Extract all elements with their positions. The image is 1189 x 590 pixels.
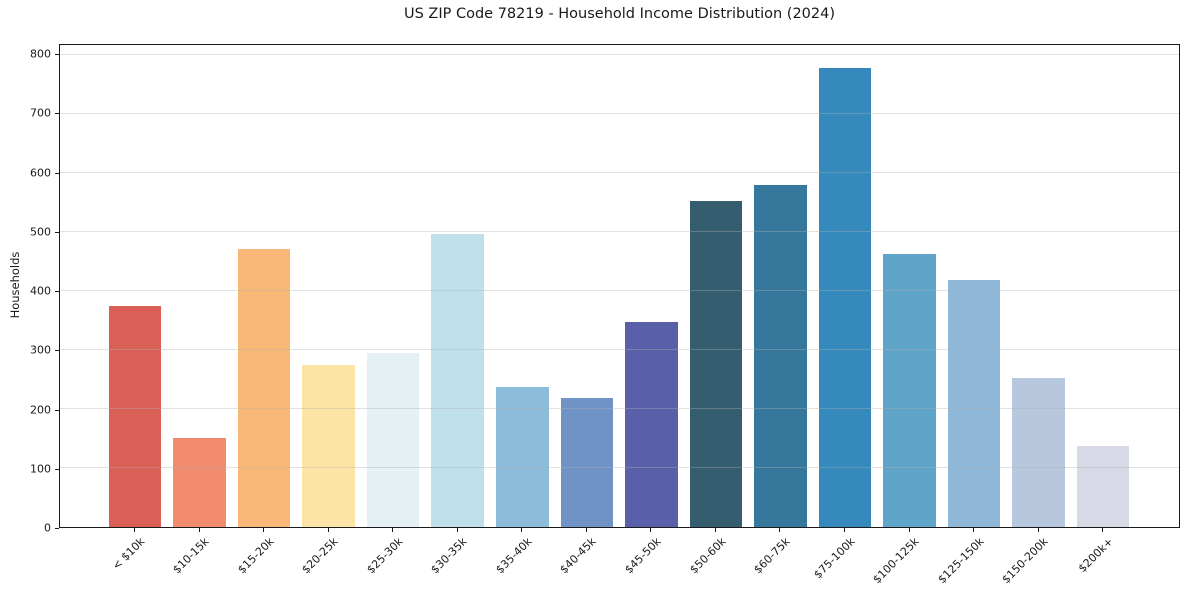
x-tick-label-$50-60k: $50-60k <box>686 535 729 577</box>
gridline-y-600 <box>60 172 1179 174</box>
y-tick-label-500: 500 <box>30 225 51 239</box>
bar-$200k+ <box>1076 446 1130 527</box>
y-tick-mark <box>55 231 59 233</box>
x-tick-mark <box>844 528 846 532</box>
x-tick-label-$10-15k: $10-15k <box>170 535 212 577</box>
x-tick-label-$40-45k: $40-45k <box>557 535 600 577</box>
x-tick-label-$25-30k: $25-30k <box>364 535 406 577</box>
x-tick-mark <box>779 528 781 532</box>
y-tick-mark <box>55 468 59 470</box>
x-tick-label-$200k+: $200k+ <box>1075 535 1116 576</box>
bar-$75-100k <box>818 68 872 527</box>
bar-$60-75k <box>754 185 807 527</box>
y-tick-mark <box>55 528 59 529</box>
x-tick-mark <box>327 528 329 532</box>
x-tick-mark <box>908 528 910 532</box>
bar-$30-35k <box>431 233 484 527</box>
gridline-y-200 <box>60 408 1179 410</box>
plot-area <box>59 44 1180 528</box>
x-tick-label-$20-25k: $20-25k <box>299 535 341 577</box>
y-tick-mark <box>55 113 59 115</box>
y-tick-mark <box>55 291 59 293</box>
y-tick-label-0: 0 <box>44 521 51 535</box>
y-tick-mark <box>55 409 59 411</box>
bar-$125-150k <box>947 280 1001 527</box>
x-tick-mark <box>973 528 975 532</box>
bar-$50-60k <box>689 201 743 527</box>
bar-$45-50k <box>625 322 678 527</box>
bar-$150-200k <box>1012 378 1065 527</box>
x-tick-mark <box>456 528 458 532</box>
x-tick-label-$150-200k: $150-200k <box>999 535 1051 587</box>
x-tick-mark <box>585 528 587 532</box>
x-tick-label-$30-35k: $30-35k <box>428 535 470 577</box>
y-tick-mark <box>55 54 59 56</box>
x-tick-mark <box>263 528 265 532</box>
bar-$20-25k <box>302 365 355 527</box>
y-tick-label-400: 400 <box>30 284 51 298</box>
x-tick-label-$125-150k: $125-150k <box>935 535 987 587</box>
bar-$25-30k <box>366 352 420 527</box>
x-tick-label-$45-50k: $45-50k <box>622 535 664 577</box>
x-tick-mark <box>650 528 652 532</box>
y-tick-mark <box>55 350 59 352</box>
x-tick-label-$60-75k: $60-75k <box>751 535 793 577</box>
bar-$100-125k <box>883 254 936 527</box>
x-tick-label-< $10k: < $10k <box>109 535 148 573</box>
x-tick-label-$75-100k: $75-100k <box>811 535 858 582</box>
x-tick-mark <box>521 528 523 532</box>
x-tick-mark <box>1037 528 1039 532</box>
bar-$40-45k <box>560 398 614 527</box>
x-tick-mark <box>714 528 716 532</box>
gridline-y-700 <box>60 113 1179 115</box>
x-tick-mark <box>392 528 394 532</box>
gridline-y-400 <box>60 290 1179 292</box>
y-tick-label-100: 100 <box>30 462 51 476</box>
y-tick-label-700: 700 <box>30 106 51 120</box>
bar-< $10k <box>108 306 162 527</box>
y-tick-label-200: 200 <box>30 403 51 417</box>
bar-$10-15k <box>173 437 226 527</box>
gridline-y-500 <box>60 231 1179 233</box>
y-tick-mark <box>55 172 59 174</box>
bar-$15-20k <box>237 249 291 527</box>
x-tick-mark <box>1102 528 1104 532</box>
x-tick-mark <box>198 528 200 532</box>
y-tick-label-800: 800 <box>30 47 51 61</box>
gridline-y-300 <box>60 349 1179 351</box>
chart-title: US ZIP Code 78219 - Household Income Dis… <box>403 6 836 22</box>
x-tick-label-$35-40k: $35-40k <box>493 535 535 577</box>
x-tick-label-$100-125k: $100-125k <box>870 535 922 587</box>
x-tick-label-$15-20k: $15-20k <box>235 535 277 577</box>
y-tick-label-600: 600 <box>30 166 51 180</box>
y-tick-label-300: 300 <box>30 343 51 357</box>
bar-$35-40k <box>496 386 549 527</box>
x-tick-mark <box>133 528 135 532</box>
gridline-y-100 <box>60 467 1179 469</box>
gridline-y-800 <box>60 54 1179 56</box>
